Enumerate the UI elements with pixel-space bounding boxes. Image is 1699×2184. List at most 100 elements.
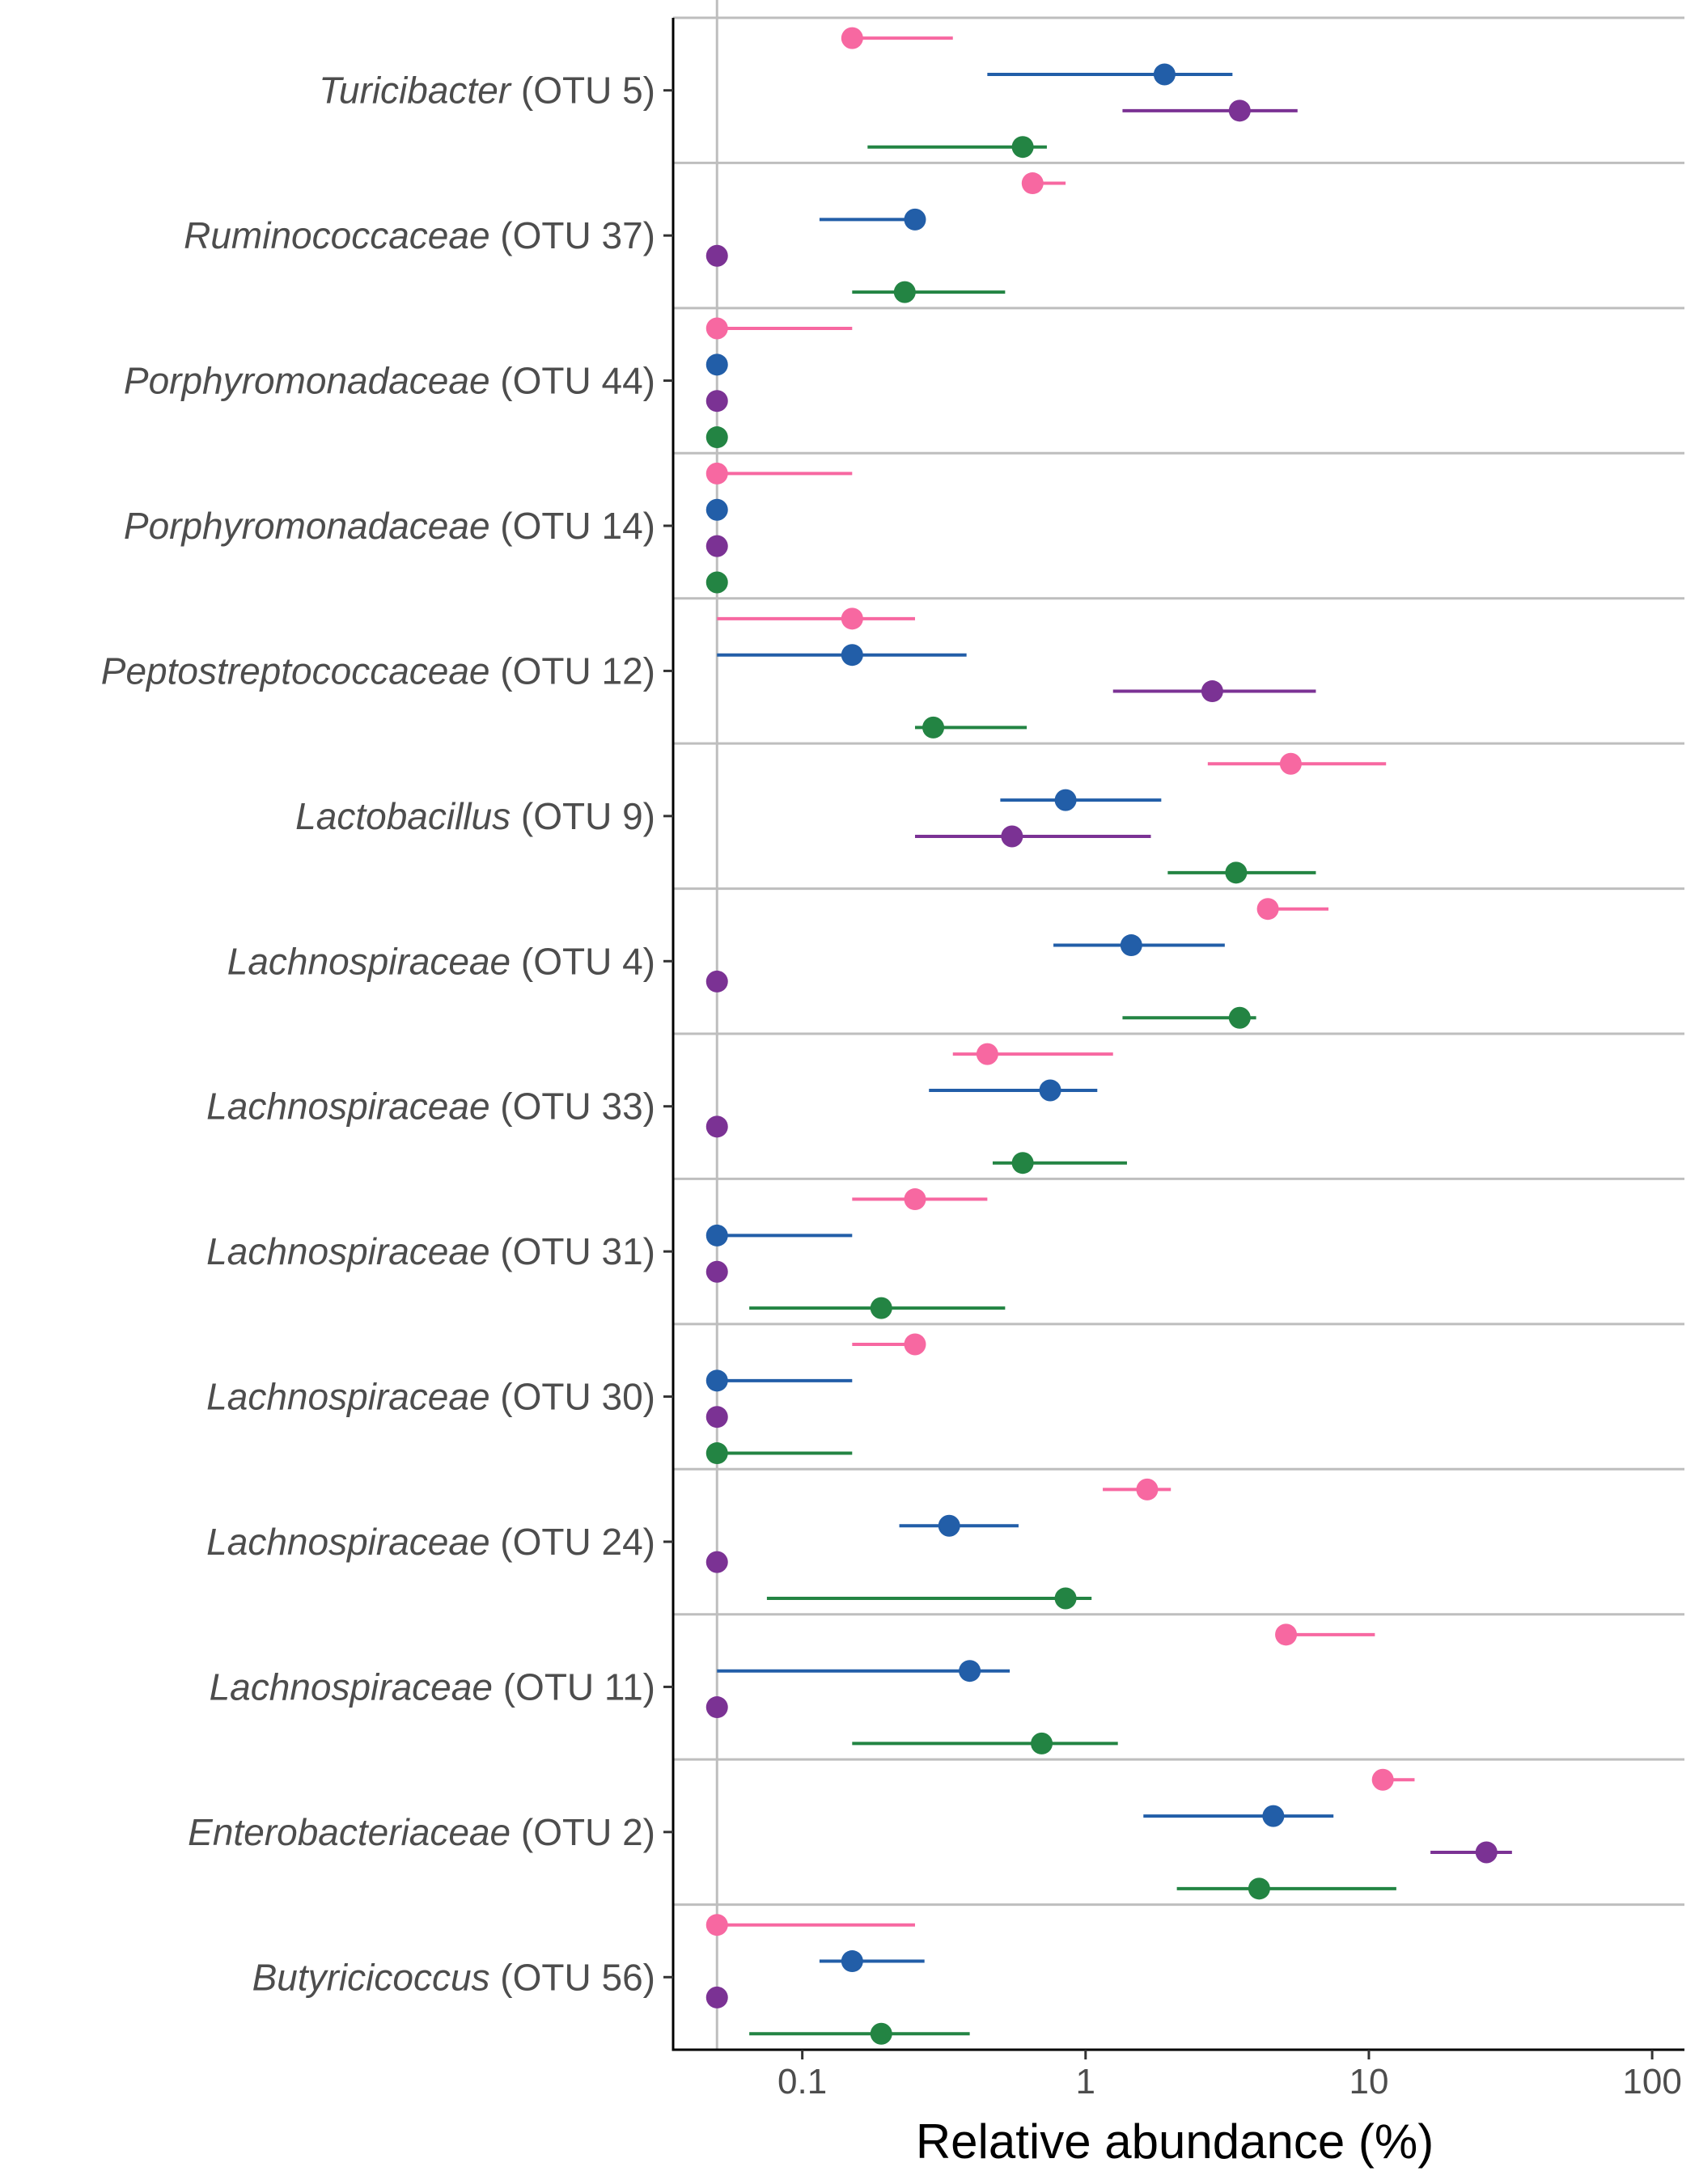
otu-id: (OTU 11) <box>493 1666 655 1708</box>
category-group <box>705 1333 926 1465</box>
category-group <box>705 898 1328 1029</box>
y-tick-label: Lachnospiraceae (OTU 31) <box>206 1230 655 1272</box>
data-point <box>1136 1478 1159 1500</box>
category-group <box>705 1478 1172 1610</box>
y-tick-label: Butyricicoccus (OTU 56) <box>252 1956 655 1998</box>
data-point <box>705 390 728 413</box>
otu-id: (OTU 24) <box>490 1521 655 1563</box>
y-tick-label: Lactobacillus (OTU 9) <box>295 795 655 837</box>
data-point <box>1225 861 1248 884</box>
taxon-name: Lachnospiraceae <box>227 940 511 982</box>
x-tick-label: 0.1 <box>777 2062 827 2101</box>
data-point <box>1054 1587 1077 1610</box>
data-point <box>1153 63 1176 86</box>
taxon-name: Ruminococcaceae <box>184 214 489 256</box>
x-axis-title: Relative abundance (%) <box>916 2114 1434 2169</box>
data-point <box>1248 1877 1270 1900</box>
category-group <box>705 462 853 594</box>
data-point <box>938 1514 960 1537</box>
category-group <box>705 1188 1006 1319</box>
y-tick-label: Ruminococcaceae (OTU 37) <box>184 214 655 256</box>
data-point <box>1262 1805 1285 1827</box>
taxon-name: Lachnospiraceae <box>210 1666 493 1708</box>
data-point <box>1001 825 1023 848</box>
y-tick-label: Lachnospiraceae (OTU 11) <box>210 1666 655 1708</box>
category-group <box>705 1914 970 2045</box>
otu-id: (OTU 37) <box>490 214 655 256</box>
y-tick-label: Lachnospiraceae (OTU 30) <box>206 1376 655 1418</box>
category-group <box>705 172 1066 303</box>
otu-id: (OTU 14) <box>490 505 655 547</box>
data-point <box>1279 752 1302 775</box>
data-point <box>1054 789 1077 811</box>
data-point <box>841 1950 863 1973</box>
data-point <box>1275 1623 1298 1646</box>
x-tick-label: 10 <box>1349 2062 1388 2101</box>
data-point <box>705 426 728 449</box>
otu-id: (OTU 2) <box>511 1811 655 1853</box>
data-point <box>976 1043 998 1065</box>
data-point <box>705 462 728 485</box>
data-point <box>705 1260 728 1283</box>
category-group <box>705 1623 1375 1754</box>
data-point <box>870 2022 892 2045</box>
x-tick-label: 100 <box>1622 2062 1681 2101</box>
y-tick-label: Lachnospiraceae (OTU 33) <box>206 1086 655 1128</box>
data-point <box>870 1297 892 1319</box>
category-group <box>914 752 1387 884</box>
data-point <box>705 1224 728 1246</box>
data-point <box>705 353 728 376</box>
data-point <box>705 1115 728 1138</box>
y-tick-label: Peptostreptococcaceae (OTU 12) <box>101 650 655 692</box>
data-point <box>705 498 728 521</box>
data-point <box>841 607 863 630</box>
taxon-name: Lachnospiraceae <box>206 1086 489 1128</box>
otu-id: (OTU 33) <box>490 1086 655 1128</box>
data-point <box>705 1986 728 2008</box>
data-point <box>904 1188 926 1211</box>
grid-layer <box>673 0 1684 2051</box>
otu-id: (OTU 9) <box>511 795 655 837</box>
category-group <box>717 607 1316 739</box>
data-point <box>705 1406 728 1428</box>
marks-layer <box>705 27 1512 2045</box>
taxon-name: Lachnospiraceae <box>206 1521 489 1563</box>
axes-layer <box>663 18 1684 2059</box>
otu-id: (OTU 4) <box>511 940 655 982</box>
data-point <box>705 970 728 993</box>
taxon-name: Porphyromonadaceae <box>124 360 490 402</box>
y-tick-label: Enterobacteriaceae (OTU 2) <box>188 1811 655 1853</box>
data-point <box>1371 1768 1394 1791</box>
data-point <box>705 571 728 594</box>
otu-id: (OTU 30) <box>490 1376 655 1418</box>
data-point <box>705 1442 728 1465</box>
data-point <box>1011 1152 1034 1175</box>
taxon-name: Lactobacillus <box>295 795 511 837</box>
data-point <box>705 1696 728 1719</box>
data-point <box>922 716 945 739</box>
category-group <box>705 1043 1127 1175</box>
data-point <box>705 1551 728 1573</box>
data-point <box>893 281 916 303</box>
category-group <box>1143 1768 1512 1900</box>
data-point <box>904 208 926 231</box>
otu-id: (OTU 56) <box>490 1956 655 1998</box>
otu-id: (OTU 44) <box>490 360 655 402</box>
data-point <box>959 1660 981 1682</box>
otu-id: (OTU 31) <box>490 1230 655 1272</box>
otu-id: (OTU 5) <box>511 70 655 112</box>
taxon-name: Enterobacteriaceae <box>188 1811 511 1853</box>
data-point <box>841 27 863 49</box>
data-point <box>904 1333 926 1356</box>
taxon-name: Porphyromonadaceae <box>124 505 490 547</box>
y-tick-label: Turicibacter (OTU 5) <box>319 70 655 112</box>
taxon-name: Butyricicoccus <box>252 1956 490 1998</box>
data-point <box>705 1914 728 1936</box>
data-point <box>705 1369 728 1392</box>
data-point <box>1021 172 1044 195</box>
data-point <box>705 535 728 557</box>
data-point <box>1011 136 1034 159</box>
data-point <box>1039 1079 1061 1102</box>
